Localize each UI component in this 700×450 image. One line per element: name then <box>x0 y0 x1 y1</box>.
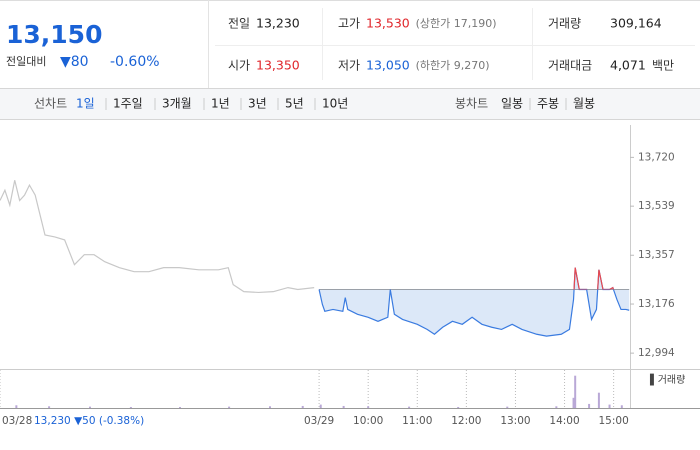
volume-bar <box>319 404 322 408</box>
volume-bar <box>608 404 611 408</box>
stat-value: 13,230 <box>256 16 300 31</box>
x-tick-label: 03/28 <box>2 415 32 427</box>
stat-label: 고가 <box>338 17 360 31</box>
volume-bar <box>367 406 370 408</box>
stat-value: 4,071 <box>610 58 646 73</box>
period-tab[interactable]: 5년 <box>285 97 304 111</box>
price: 13,150 <box>6 20 102 49</box>
stat-note: (상한가 17,190) <box>416 17 497 30</box>
stat-label: 전일 <box>228 17 250 31</box>
y-tick-label: 13,539 <box>638 200 675 212</box>
volume-bar <box>129 406 132 408</box>
candle-tab[interactable]: 일봉 <box>501 97 523 111</box>
tab-bar <box>0 89 700 119</box>
y-tick-label: 13,357 <box>638 249 675 261</box>
price-line-above <box>319 267 615 290</box>
x-tick-label: 11:00 <box>402 415 432 427</box>
volume-bar <box>597 392 600 408</box>
prev-day-label: 13,230 ▼50 (-0.38%) <box>34 415 144 427</box>
stat-unit: 백만 <box>652 59 674 73</box>
volume-bar <box>301 405 304 408</box>
change: ▼80 <box>60 54 89 70</box>
volume-bar <box>588 403 591 408</box>
tab-group-label: 선차트 <box>34 97 67 111</box>
stat-label: 시가 <box>228 59 250 73</box>
period-tab[interactable]: 1년 <box>211 97 230 111</box>
x-tick-label: 03/29 <box>304 415 334 427</box>
x-tick-label: 14:00 <box>549 415 579 427</box>
period-tab[interactable]: 10년 <box>322 97 348 111</box>
volume-bar <box>408 406 411 408</box>
volume-bar <box>48 406 51 408</box>
change-rate: -0.60% <box>110 54 160 70</box>
stat-label: 거래대금 <box>548 59 592 73</box>
stat-value: 13,530 <box>366 16 410 31</box>
volume-bar <box>89 406 91 408</box>
volume-bar <box>15 405 18 408</box>
stat-value: 13,350 <box>256 58 300 73</box>
volume-bar <box>572 397 575 408</box>
area-fill <box>319 267 630 337</box>
y-tick-label: 12,994 <box>638 347 675 359</box>
x-tick-label: 12:00 <box>451 415 481 427</box>
volume-legend: ▌거래량 <box>649 373 685 386</box>
stat-label: 거래량 <box>548 17 581 31</box>
volume-bar <box>574 375 577 408</box>
volume-bar <box>506 406 509 408</box>
y-tick-label: 13,176 <box>638 298 675 310</box>
candle-tab[interactable]: 월봉 <box>573 97 595 111</box>
price-line <box>0 180 315 294</box>
candle-tab[interactable]: 주봉 <box>537 97 559 111</box>
change-label: 전일대비 <box>6 54 46 68</box>
tab-group-label: 봉차트 <box>455 97 488 111</box>
period-tab[interactable]: 1일 <box>76 97 95 111</box>
volume-bar <box>457 406 460 408</box>
period-tab[interactable]: 3개월 <box>162 97 192 111</box>
volume-bar <box>228 406 231 408</box>
volume-bar <box>620 405 623 408</box>
stat-value: 309,164 <box>610 16 662 31</box>
period-tab[interactable]: 3년 <box>248 97 267 111</box>
x-tick-label: 15:00 <box>599 415 629 427</box>
x-tick-label: 10:00 <box>353 415 383 427</box>
y-tick-label: 13,720 <box>638 151 675 163</box>
stat-label: 저가 <box>338 59 360 73</box>
volume-bar <box>342 405 345 408</box>
volume-bar <box>179 406 181 408</box>
period-tab[interactable]: 1주일 <box>113 97 143 111</box>
x-tick-label: 13:00 <box>500 415 530 427</box>
stat-value: 13,050 <box>366 58 410 73</box>
volume-bar <box>555 406 558 408</box>
stat-note: (하한가 9,270) <box>416 58 490 72</box>
volume-bar <box>269 406 271 408</box>
